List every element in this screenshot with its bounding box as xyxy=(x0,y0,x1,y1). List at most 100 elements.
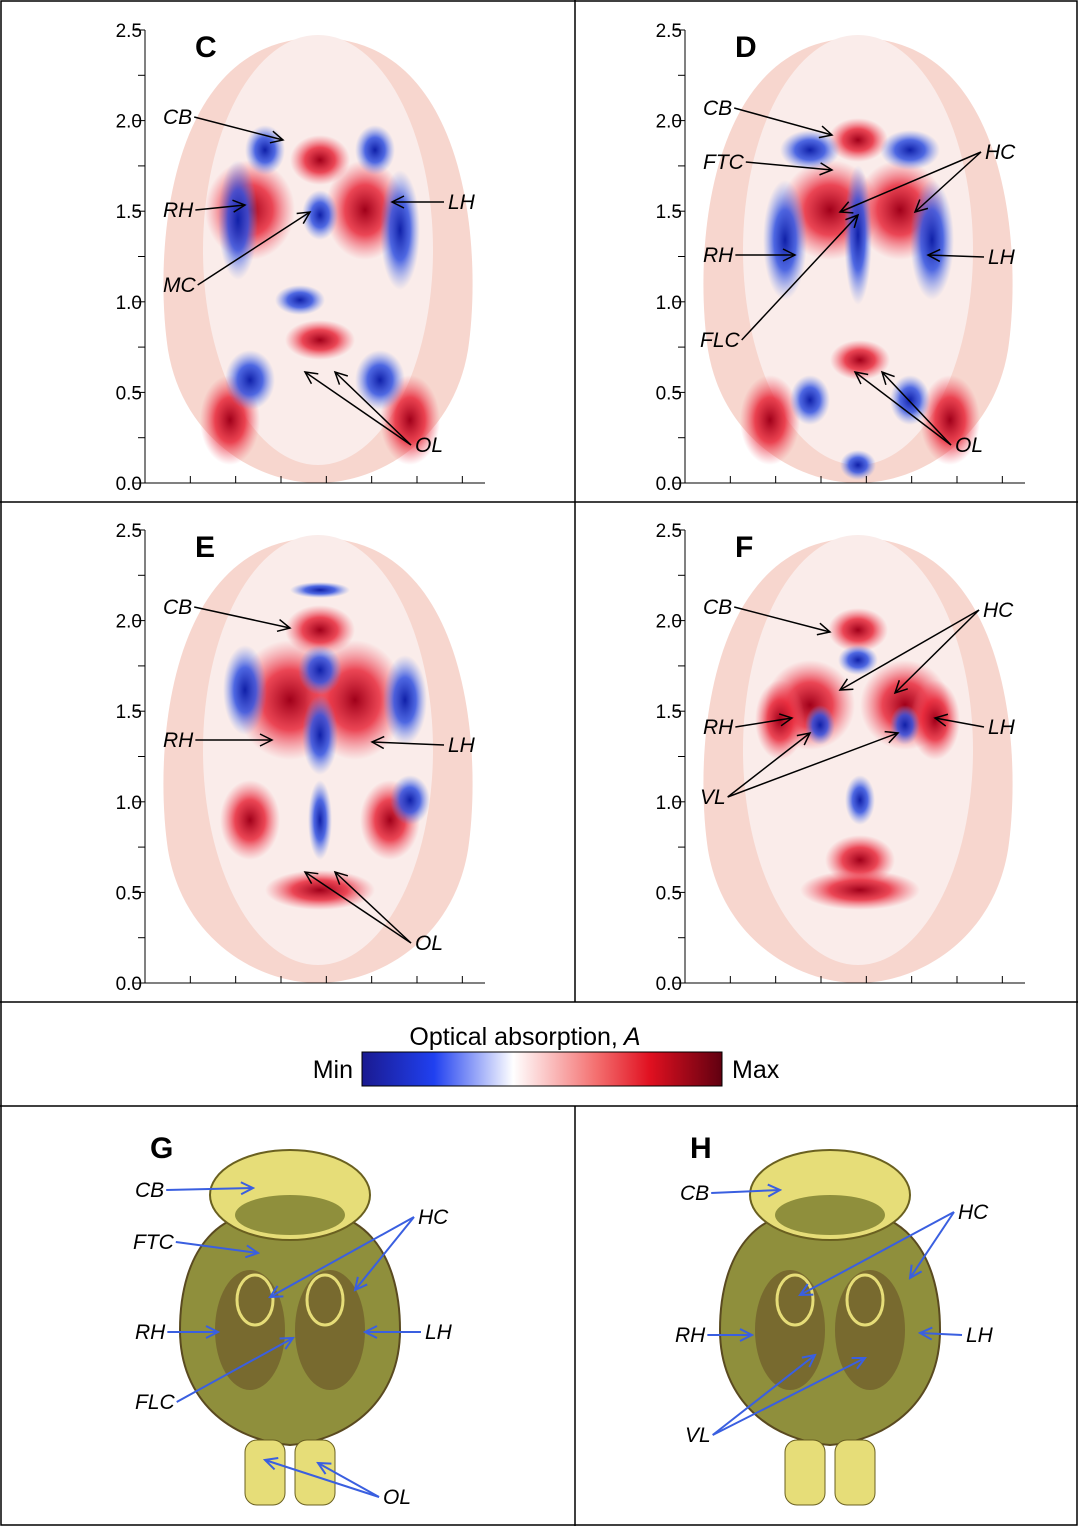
structure-label: RH xyxy=(675,1324,706,1347)
hemisphere-region xyxy=(295,1270,365,1390)
blue-region xyxy=(390,775,430,825)
arrow xyxy=(745,161,834,176)
arrow xyxy=(838,609,980,691)
y-tick-label: 1.0 xyxy=(116,793,142,814)
blue-region xyxy=(290,582,350,598)
structure-label: RH xyxy=(135,1321,166,1344)
blue-region xyxy=(275,285,325,315)
y-tick-label: 1.0 xyxy=(656,793,682,814)
arrow xyxy=(880,370,952,446)
structure-label: CB xyxy=(163,596,192,619)
arrow xyxy=(195,199,247,213)
section-letter: G xyxy=(150,1132,173,1165)
y-tick-label: 2.5 xyxy=(656,21,682,42)
structure-label: FTC xyxy=(703,151,745,174)
red-region xyxy=(828,608,888,652)
olfactory-lobe xyxy=(834,1439,876,1506)
red-region xyxy=(285,320,355,360)
blue-region xyxy=(763,180,807,300)
arrow xyxy=(318,1463,380,1498)
blue-region xyxy=(223,645,267,735)
heatmap-panel: 0.0 0.5 1.0 1.5 2.0 2.5 E CB RH LH OL xyxy=(116,521,485,995)
colorbar-max: Max xyxy=(732,1056,780,1084)
arrow xyxy=(197,211,312,286)
blue-region xyxy=(298,645,342,695)
histology-section: G CB FTC HC RH LH FLC OL xyxy=(133,1132,453,1509)
arrow xyxy=(727,731,812,798)
arrow xyxy=(800,1211,955,1295)
arrow xyxy=(176,1338,293,1403)
colorbar-title: Optical absorption, A xyxy=(409,1023,640,1051)
arrow xyxy=(194,606,292,633)
y-tick-label: 2.5 xyxy=(116,21,142,42)
hippocampus xyxy=(775,1273,815,1327)
structure-label: MC xyxy=(163,274,196,297)
arrow xyxy=(926,248,985,263)
red-region xyxy=(800,870,920,910)
arrow xyxy=(370,735,445,750)
blue-region xyxy=(302,190,338,240)
arrow xyxy=(333,370,412,446)
arrow xyxy=(265,1460,380,1498)
structure-label: OL xyxy=(415,434,443,457)
arrow xyxy=(727,730,900,798)
y-tick-label: 1.5 xyxy=(656,202,682,223)
structure-label: LH xyxy=(988,716,1016,739)
y-tick-label: 0.5 xyxy=(656,383,682,404)
heatmap-panel: 0.0 0.5 1.0 1.5 2.0 2.5 F CB HC RH LH VL xyxy=(656,521,1025,995)
blue-region xyxy=(880,130,940,170)
heatmap-panel: 0.0 0.5 1.0 1.5 2.0 2.5 D CB FTC HC RH LH FLC OL xyxy=(656,21,1025,495)
arrow xyxy=(920,1333,963,1335)
arrow xyxy=(910,1211,955,1278)
y-tick-label: 0.0 xyxy=(656,474,682,495)
panel-letter: E xyxy=(195,531,215,564)
red-region xyxy=(285,605,355,655)
y-tick-label: 2.0 xyxy=(656,112,682,133)
y-tick-label: 2.5 xyxy=(656,521,682,542)
structure-label: LH xyxy=(448,191,476,214)
y-tick-label: 0.0 xyxy=(656,974,682,995)
y-tick-label: 2.0 xyxy=(656,612,682,633)
blue-region xyxy=(838,645,878,675)
blue-region xyxy=(245,125,285,175)
heatmap-panel: 0.0 0.5 1.0 1.5 2.0 2.5 C CB RH LH MC OL xyxy=(116,21,485,495)
y-tick-label: 1.0 xyxy=(656,293,682,314)
structure-label: RH xyxy=(703,716,734,739)
structure-label: VL xyxy=(685,1424,711,1447)
hippocampus xyxy=(845,1273,885,1327)
blue-region xyxy=(383,655,427,745)
y-tick-label: 0.0 xyxy=(116,474,142,495)
structure-label: FLC xyxy=(700,329,741,352)
section-letter: H xyxy=(690,1132,712,1165)
red-region xyxy=(828,118,888,162)
red-region xyxy=(830,340,890,380)
y-tick-label: 1.5 xyxy=(656,702,682,723)
blue-region xyxy=(790,375,830,425)
cerebellum-core xyxy=(235,1195,345,1235)
panel-letter: D xyxy=(735,31,757,64)
blue-region xyxy=(355,350,405,410)
blue-region xyxy=(845,775,875,825)
arrow xyxy=(175,1241,258,1253)
arrow xyxy=(838,151,982,214)
structure-label: RH xyxy=(163,199,194,222)
panel-letter: F xyxy=(735,531,753,564)
structure-label: FTC xyxy=(133,1231,175,1254)
blue-region xyxy=(840,450,876,480)
arrow xyxy=(913,151,982,214)
colorbar-title-text: Optical absorption, xyxy=(409,1023,617,1051)
arrow xyxy=(933,713,985,728)
structure-label: FLC xyxy=(135,1391,176,1414)
red-region xyxy=(265,870,375,910)
structure-label: CB xyxy=(135,1179,164,1202)
blue-region xyxy=(355,125,395,175)
structure-label: RH xyxy=(163,729,194,752)
arrow xyxy=(166,1188,253,1190)
specimen-interior xyxy=(743,535,973,965)
structure-label: OL xyxy=(383,1486,411,1509)
blue-region xyxy=(380,170,420,290)
structure-label: LH xyxy=(966,1324,994,1347)
blue-region xyxy=(225,350,275,410)
